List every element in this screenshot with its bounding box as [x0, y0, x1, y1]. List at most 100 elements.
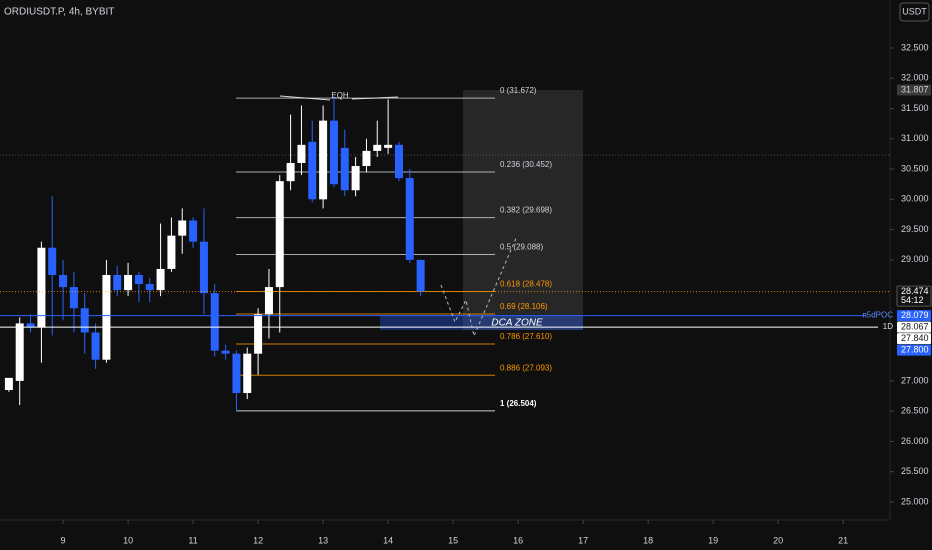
candle-body	[134, 274, 143, 285]
currency[interactable]: USDT	[902, 6, 927, 16]
price-tag	[897, 344, 931, 356]
candle-body	[167, 235, 176, 269]
eqh-label: EQH	[331, 91, 349, 100]
candle-body	[178, 220, 187, 236]
x-tick-label: 19	[708, 535, 718, 545]
candle-body	[69, 287, 78, 309]
price-tag-label: 28.067	[901, 321, 929, 331]
candle-body	[232, 353, 241, 394]
candle-body	[199, 241, 208, 294]
price-tag	[896, 285, 932, 307]
projection	[440, 235, 518, 338]
y-tick-label: 31.000	[901, 133, 929, 143]
candle-body	[26, 323, 35, 328]
position-box	[463, 90, 583, 330]
candle-body	[308, 141, 317, 200]
x-tick-label: 21	[838, 535, 848, 545]
candle-body	[124, 274, 133, 291]
candle-body	[113, 274, 122, 291]
x-tick-label: 14	[383, 535, 393, 545]
candle-body	[145, 284, 154, 291]
y-tick-label: 32.000	[901, 73, 929, 83]
candle-body	[340, 147, 349, 191]
price-tag-label: 28.474	[901, 286, 929, 296]
candle-body	[37, 247, 46, 328]
candle-body	[264, 287, 273, 315]
line-tag: 1D	[883, 322, 893, 331]
candle-body	[91, 332, 100, 360]
candle-body	[297, 144, 306, 164]
fib-label: 0.618 (28.478)	[500, 280, 552, 289]
x-tick-label: 12	[253, 535, 263, 545]
eqh-line	[351, 96, 399, 100]
y-tick-label: 32.500	[901, 42, 929, 52]
y-tick-label: 31.500	[901, 103, 929, 113]
fib-label: 0.5 (29.088)	[500, 243, 543, 252]
candle-body	[48, 247, 57, 275]
candle-body	[373, 144, 382, 151]
candle-body	[384, 144, 393, 148]
fib-label: 0.236 (30.452)	[500, 160, 552, 169]
price-tag-label: 27.800	[901, 344, 929, 354]
x-tick-label: 18	[643, 535, 653, 545]
candle-body	[275, 181, 284, 288]
candle-body	[329, 120, 338, 185]
fib-label: 0 (31.672)	[500, 86, 537, 95]
plot: 32.500 32.000 31.500 31.000 30.500 30.000 29.5…	[0, 42, 932, 545]
candle-body	[362, 150, 371, 167]
eqh-line	[279, 95, 331, 101]
y-tick-label: 26.500	[901, 406, 929, 416]
fib-label: 0.382 (29.698)	[500, 206, 552, 215]
x-tick-label: 16	[513, 535, 523, 545]
candle-body	[210, 293, 219, 351]
price-tag	[897, 84, 931, 96]
candle-body	[416, 259, 425, 292]
y-tick-label: 29.500	[901, 224, 929, 234]
candle-body	[405, 178, 414, 260]
fib-label: 1 (26.504)	[500, 399, 537, 408]
price-tag	[897, 321, 931, 333]
candle-body	[286, 163, 295, 182]
candle-body	[189, 220, 198, 242]
candle-body	[59, 274, 68, 288]
x-tick-label: 15	[448, 535, 458, 545]
candle-body	[4, 377, 13, 390]
candle-body	[102, 274, 111, 360]
candle-body	[80, 308, 89, 333]
currency-button[interactable]	[899, 2, 930, 22]
price-tag-label: 31.807	[901, 84, 929, 94]
y-tick-label: 25.000	[901, 496, 929, 506]
chart-title: ORDIUSDT.P, 4h, BYBIT	[4, 7, 114, 18]
x-tick-label: 17	[578, 535, 588, 545]
candle-body	[394, 144, 403, 179]
price-tag	[897, 333, 931, 345]
candle-body	[351, 166, 360, 191]
x-tick-label: 10	[123, 535, 133, 545]
price-tag-label: 27.840	[901, 333, 929, 343]
price-tag	[897, 310, 931, 322]
candle-body	[156, 268, 165, 291]
y-tick-label: 25.500	[901, 466, 929, 476]
x-tick-label: 13	[318, 535, 328, 545]
dca-zone	[380, 316, 583, 330]
line-tag: n5dPOC	[862, 311, 893, 320]
y-tick-label: 30.000	[901, 194, 929, 204]
candle-body	[221, 350, 230, 354]
y-tick-label: 30.500	[901, 163, 929, 173]
x-tick-label: 9	[61, 535, 66, 545]
candle-body	[319, 120, 328, 200]
x-tick-label: 11	[188, 535, 197, 545]
countdown: 54:12	[901, 295, 924, 305]
fib-label: 0.886 (27.093)	[500, 363, 552, 372]
candle-body	[254, 314, 263, 354]
y-tick-label: 26.000	[901, 436, 929, 446]
y-tick-label: 29.000	[901, 254, 929, 264]
candle-body	[15, 323, 24, 381]
x-tick-label: 20	[773, 535, 783, 545]
dca-zone-label: DCA ZONE	[491, 318, 543, 329]
fib-label: 0.786 (27.610)	[500, 332, 552, 341]
y-tick-label: 27.000	[901, 375, 929, 385]
price-tag-label: 28.079	[901, 310, 929, 320]
fib-label: 0.69 (28.106)	[500, 302, 548, 311]
